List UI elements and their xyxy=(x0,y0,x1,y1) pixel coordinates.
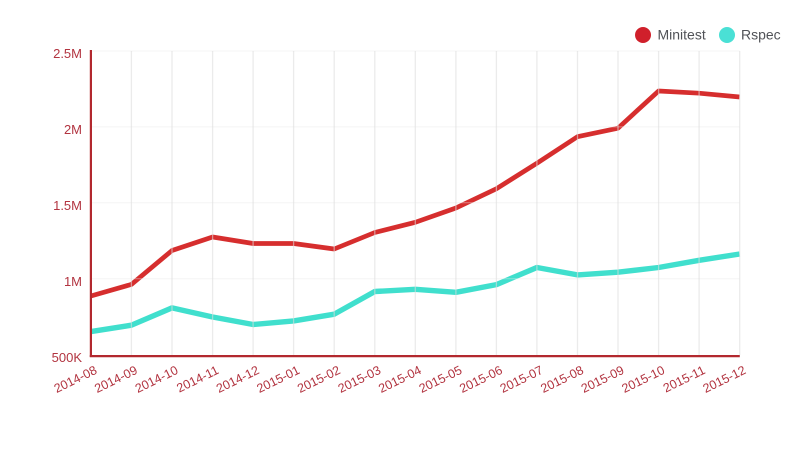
svg-text:Rspec: Rspec xyxy=(741,27,781,43)
svg-text:2M: 2M xyxy=(64,122,82,137)
svg-text:1.5M: 1.5M xyxy=(53,198,82,213)
svg-text:500K: 500K xyxy=(52,350,83,365)
svg-text:Minitest: Minitest xyxy=(658,27,706,43)
svg-text:2.5M: 2.5M xyxy=(53,46,82,61)
svg-text:1M: 1M xyxy=(64,274,82,289)
